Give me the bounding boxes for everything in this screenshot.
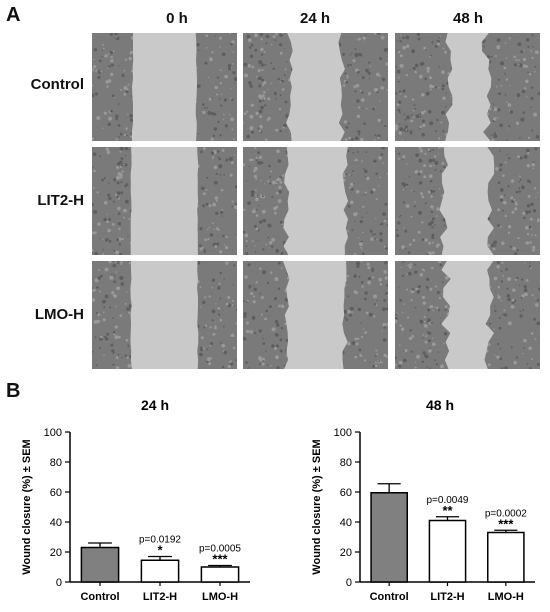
chart-48h: 48 h Wound closure (%) ± SEM 0 20 40 60 80 100 C… [290, 390, 550, 612]
panel-b-label: B [6, 380, 21, 402]
micrograph-lit2-48h [395, 147, 540, 255]
time-header-0h: 0 h [166, 10, 188, 27]
y-tick-label: 60 [50, 487, 62, 499]
row-label-control: Control [30, 76, 84, 93]
chart-title-48h: 48 h [426, 397, 454, 413]
micrograph-lit2-0h [92, 147, 237, 255]
p-value-label: p=0.0002 [485, 508, 527, 519]
x-tick-label-control: Control [80, 591, 119, 603]
y-tick-label: 20 [340, 547, 352, 559]
x-tick-label-lmo-h: LMO-H [488, 591, 524, 603]
y-tick-label: 60 [340, 487, 352, 499]
y-tick-label: 0 [56, 577, 62, 589]
chart-48h-svg: 48 h Wound closure (%) ± SEM 0 20 40 60 80 100 C… [311, 397, 535, 603]
micrograph-lmo-24h [243, 261, 388, 369]
y-tick-label: 100 [334, 427, 352, 439]
p-value-label: p=0.0049 [427, 495, 469, 506]
bar-control [80, 546, 120, 583]
y-tick-label: 100 [44, 427, 62, 439]
chart-24h-svg: 24 h Wound closure (%) ± SEM 0 20 40 60 80 100 C… [21, 397, 250, 603]
p-value-label: p=0.0192 [139, 535, 181, 546]
y-tick-label: 40 [50, 517, 62, 529]
micrograph-lit2-24h [243, 147, 388, 255]
x-tick-label-control: Control [370, 591, 409, 603]
micrograph-control-48h [395, 33, 540, 141]
y-axis-label: Wound closure (%) ± SEM [311, 439, 323, 574]
y-tick-label: 80 [340, 457, 352, 469]
panel-a-label: A [6, 4, 21, 26]
y-axis-label: Wound closure (%) ± SEM [21, 439, 33, 574]
y-tick-label: 20 [50, 547, 62, 559]
time-header-24h: 24 h [299, 10, 330, 27]
micrograph-control-24h [243, 33, 388, 141]
chart-24h: 24 h Wound closure (%) ± SEM 0 20 40 60 80 100 C… [0, 390, 275, 612]
time-header-48h: 48 h [452, 10, 483, 27]
significance-stars: *** [498, 516, 514, 531]
bar-control [370, 492, 409, 583]
chart-title-24h: 24 h [141, 397, 169, 413]
bar-lit2-h [140, 559, 180, 583]
significance-stars: * [157, 543, 163, 558]
significance-stars: *** [212, 552, 228, 567]
x-tick-label-lit2-h: LIT2-H [143, 591, 177, 603]
y-tick-label: 40 [340, 517, 352, 529]
x-tick-label-lmo-h: LMO-H [202, 591, 238, 603]
micrograph-lmo-48h [395, 261, 540, 369]
x-tick-label-lit2-h: LIT2-H [430, 591, 464, 603]
significance-stars: ** [442, 503, 453, 518]
bar-lmo-h [487, 531, 525, 583]
micrograph-lmo-0h [92, 261, 237, 369]
row-label-lmo-h: LMO-H [34, 306, 84, 323]
bar-lit2-h [428, 519, 467, 583]
bar-lmo-h [200, 566, 240, 583]
p-value-label: p=0.0005 [199, 544, 241, 555]
row-label-lit2-h: LIT2-H [37, 192, 84, 209]
y-tick-label: 0 [346, 577, 352, 589]
micrograph-control-0h [92, 33, 237, 141]
y-tick-label: 80 [50, 457, 62, 469]
